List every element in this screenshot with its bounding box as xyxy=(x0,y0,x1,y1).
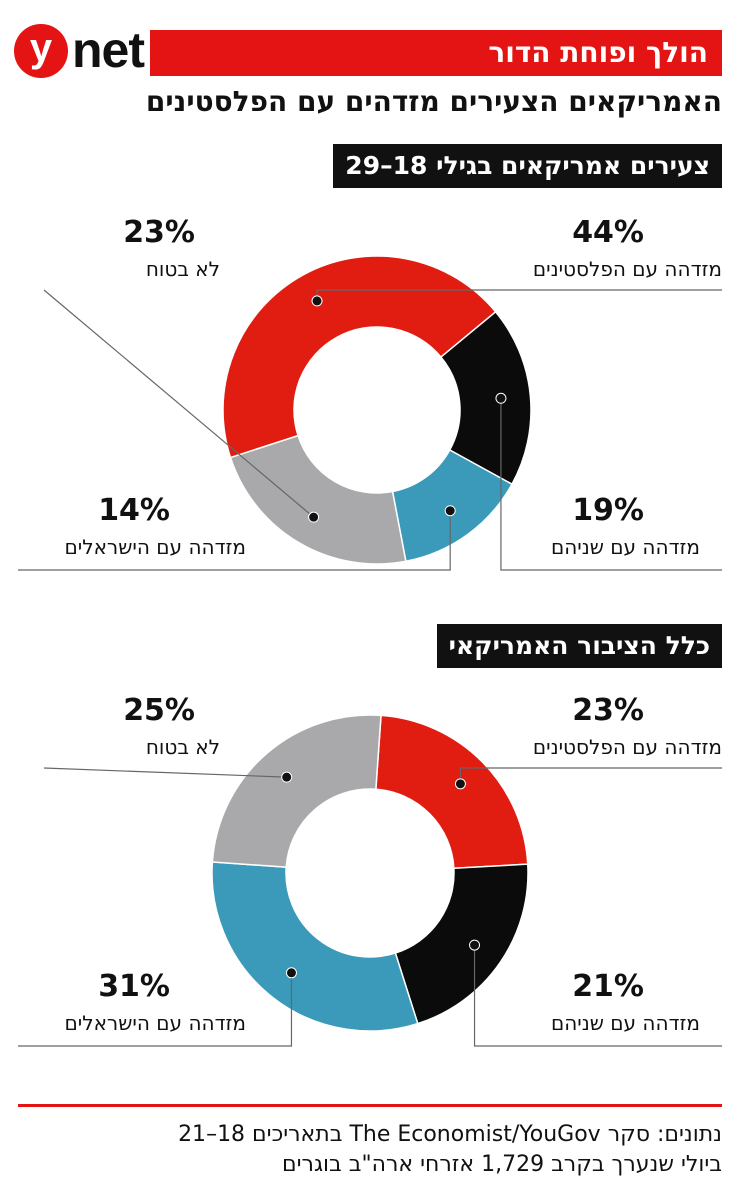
donut-chart-young xyxy=(222,255,532,565)
general-israelis-slice xyxy=(211,861,419,1032)
logo-y-mark: y xyxy=(14,24,68,78)
banner-title: הולך ופוחת הדור xyxy=(150,30,722,76)
young-israelis-leader xyxy=(18,510,451,571)
source-note: נתונים: סקר The Economist/YouGov בתאריכי… xyxy=(18,1120,722,1180)
general-unsure-pct: 25% xyxy=(123,693,195,728)
young-palestinians-slice xyxy=(222,255,497,459)
young-palestinians-marker xyxy=(311,295,323,307)
general-palestinians-slice xyxy=(375,714,529,870)
general-palestinians-label: מזדהה עם הפלסטינים xyxy=(532,735,722,759)
young-israelis-pct: 14% xyxy=(98,493,170,528)
headline: האמריקאים הצעירים מזדהים עם הפלסטינים xyxy=(145,85,722,118)
general-both-leader xyxy=(473,945,722,1047)
footer-divider xyxy=(18,1104,722,1107)
general-both-pct: 21% xyxy=(572,969,644,1004)
young-unsure-marker xyxy=(308,511,320,523)
general-unsure-label: לא בטוח xyxy=(145,735,220,759)
section-label-young: צעירים אמריקאים בגילי 18–29 xyxy=(333,144,722,188)
young-both-leader xyxy=(500,398,722,571)
young-both-pct: 19% xyxy=(572,493,644,528)
general-israelis-pct: 31% xyxy=(98,969,170,1004)
logo-wordmark: net xyxy=(72,22,145,78)
general-both-label: מזדהה עם שניהם xyxy=(550,1011,700,1035)
young-unsure-pct: 23% xyxy=(123,215,195,250)
ynet-logo: y net xyxy=(14,22,145,78)
young-both-label: מזדהה עם שניהם xyxy=(550,535,700,559)
general-unsure-leader xyxy=(43,767,287,778)
general-israelis-label: מזדהה עם הישראלים xyxy=(64,1011,246,1035)
general-palestinians-pct: 23% xyxy=(572,693,644,728)
young-israelis-marker xyxy=(444,505,456,517)
general-unsure-slice xyxy=(211,714,382,868)
general-unsure-marker xyxy=(281,771,293,783)
callout-leader-lines xyxy=(18,289,722,1047)
young-unsure-leader xyxy=(43,289,315,518)
donut-chart-general xyxy=(211,714,529,1032)
general-both-marker xyxy=(469,939,481,951)
young-israelis-label: מזדהה עם הישראלים xyxy=(64,535,246,559)
general-israelis-leader xyxy=(18,972,293,1047)
young-unsure-slice xyxy=(229,434,407,565)
general-palestinians-marker xyxy=(454,778,466,790)
young-palestinians-pct: 44% xyxy=(572,215,644,250)
young-palestinians-label: מזדהה עם הפלסטינים xyxy=(532,257,722,281)
general-israelis-marker xyxy=(285,967,297,979)
young-unsure-label: לא בטוח xyxy=(145,257,220,281)
general-both-slice xyxy=(394,863,529,1025)
source-note-line-2: ביולי שנערך בקרב 1,729 אזרחי ארה"ב בוגרי… xyxy=(282,1152,722,1177)
young-both-marker xyxy=(495,392,507,404)
section-label-general: כלל הציבור האמריקאי xyxy=(436,624,722,668)
source-note-line-1: נתונים: סקר The Economist/YouGov בתאריכי… xyxy=(178,1122,722,1147)
